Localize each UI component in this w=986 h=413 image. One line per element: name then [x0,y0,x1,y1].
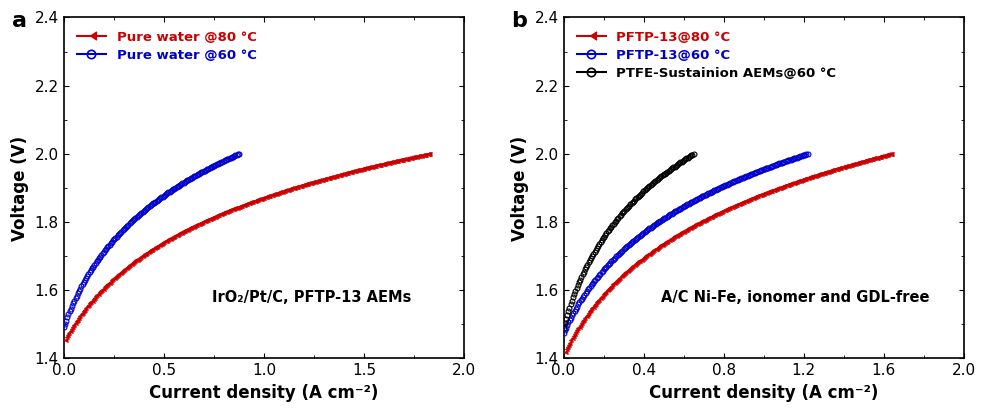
Text: A/C Ni-Fe, ionomer and GDL-free: A/C Ni-Fe, ionomer and GDL-free [661,290,929,305]
X-axis label: Current density (A cm⁻²): Current density (A cm⁻²) [649,384,878,402]
Legend: Pure water @80 °C, Pure water @60 °C: Pure water @80 °C, Pure water @60 °C [70,24,262,69]
Text: b: b [511,11,527,31]
Text: IrO₂/Pt/C, PFTP-13 AEMs: IrO₂/Pt/C, PFTP-13 AEMs [212,290,411,305]
Y-axis label: Voltage (V): Voltage (V) [511,135,528,240]
Text: a: a [12,11,27,31]
Y-axis label: Voltage (V): Voltage (V) [11,135,29,240]
Legend: PFTP-13@80 °C, PFTP-13@60 °C, PTFE-Sustainion AEMs@60 °C: PFTP-13@80 °C, PFTP-13@60 °C, PTFE-Susta… [570,24,842,87]
X-axis label: Current density (A cm⁻²): Current density (A cm⁻²) [149,384,379,402]
